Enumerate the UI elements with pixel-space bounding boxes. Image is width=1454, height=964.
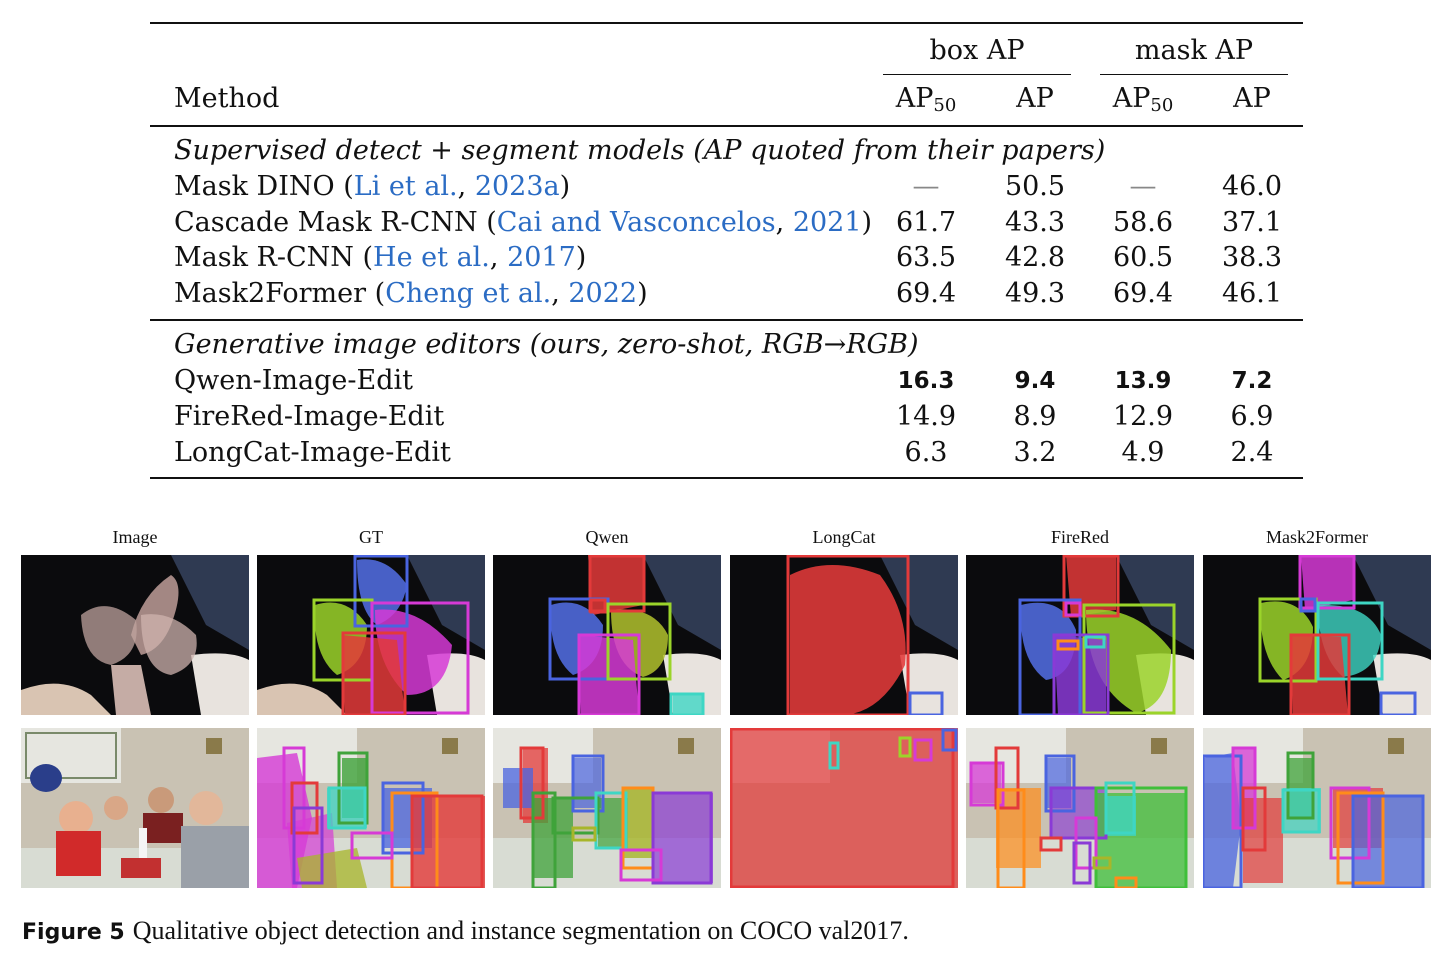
mask-ap-value: 46.1 <box>1221 278 1283 309</box>
mask-ap50-value: — <box>1129 171 1157 202</box>
box-ap50-value: — <box>912 171 940 202</box>
longcat-panel-row1 <box>730 555 958 715</box>
box-ap50-value: 6.3 <box>904 437 948 468</box>
figure-number: Figure 5 <box>22 920 125 945</box>
box-ap50-value: 16.3 <box>897 368 955 394</box>
mask-ap-group-header: mask AP <box>1134 35 1254 66</box>
mask-ap-header: AP <box>1233 83 1271 114</box>
box-ap-value: 50.5 <box>1004 171 1066 202</box>
box-ap-value: 9.4 <box>1014 368 1056 394</box>
method-name: Mask R-CNN <box>174 242 354 273</box>
box-ap50-header: AP50 <box>895 83 957 116</box>
box-ap-value: 3.2 <box>1013 437 1057 468</box>
table-row-mask2former: Mask2Former (Cheng et al., 2022) 69.4 49… <box>150 276 1303 312</box>
method-name: Qwen-Image-Edit <box>174 365 413 396</box>
mask-ap-value: 2.4 <box>1230 437 1274 468</box>
mask-ap-value: 37.1 <box>1221 207 1283 238</box>
column-header-row: Method AP50 AP AP50 AP <box>150 81 1303 117</box>
box-ap-header: AP <box>1016 83 1054 114</box>
table-row-mask-rcnn: Mask R-CNN (He et al., 2017) 63.5 42.8 6… <box>150 240 1303 276</box>
citation-year-link[interactable]: 2017 <box>507 242 576 273</box>
figure-caption: Figure 5 Qualitative object detection and… <box>22 916 909 946</box>
bottom-rule <box>150 477 1303 479</box>
column-label-longcat: LongCat <box>812 527 876 547</box>
mask-ap50-value: 58.6 <box>1112 207 1174 238</box>
header-rule <box>150 125 1303 127</box>
method-name: FireRed-Image-Edit <box>174 401 445 432</box>
column-label-gt: GT <box>359 527 383 547</box>
longcat-panel-row2 <box>730 728 958 888</box>
table-row-cascade-mask-rcnn: Cascade Mask R-CNN (Cai and Vasconcelos,… <box>150 205 1303 241</box>
column-label-qwen: Qwen <box>585 527 629 547</box>
method-name: LongCat-Image-Edit <box>174 437 451 468</box>
table-row-longcat-image-edit: LongCat-Image-Edit 6.3 3.2 4.9 2.4 <box>150 435 1303 471</box>
qwen-panel-row1 <box>493 555 721 715</box>
citation-link[interactable]: Cheng et al. <box>385 278 552 309</box>
mask-ap-value: 46.0 <box>1221 171 1283 202</box>
box-ap-value: 43.3 <box>1004 207 1066 238</box>
mask-ap50-value: 12.9 <box>1112 401 1174 432</box>
gt-panel-row2 <box>257 728 485 888</box>
firered-panel-row2 <box>966 728 1194 888</box>
box-ap50-value: 69.4 <box>895 278 957 309</box>
box-ap-value: 8.9 <box>1013 401 1057 432</box>
box-ap-group-header: box AP <box>929 35 1025 66</box>
column-label-mask2former: Mask2Former <box>1266 527 1368 547</box>
box-ap50-value: 63.5 <box>895 242 957 273</box>
column-label-image: Image <box>112 527 158 547</box>
mask-ap50-value: 60.5 <box>1112 242 1174 273</box>
box-ap-value: 49.3 <box>1004 278 1066 309</box>
mask-ap50-header: AP50 <box>1112 83 1174 116</box>
citation-link[interactable]: Cai and Vasconcelos <box>496 207 776 238</box>
mask-ap50-value: 13.9 <box>1114 368 1172 394</box>
mask-ap-value: 7.2 <box>1231 368 1273 394</box>
citation-link[interactable]: Li et al. <box>353 171 458 202</box>
dinner-scene-photo <box>21 728 249 888</box>
mask2former-panel-row2 <box>1203 728 1431 888</box>
box-ap-value: 42.8 <box>1004 242 1066 273</box>
citation-year-link[interactable]: 2022 <box>568 278 638 309</box>
caption-text: Qualitative object detection and instanc… <box>132 916 909 945</box>
box-ap-group-rule <box>883 74 1071 76</box>
citation-link[interactable]: He et al. <box>373 242 490 273</box>
wine-glasses-photo <box>21 555 249 715</box>
firered-panel-row1 <box>966 555 1194 715</box>
section-rule <box>150 319 1303 321</box>
section-title-supervised: Supervised detect + segment models (AP q… <box>174 135 1106 166</box>
box-ap50-value: 61.7 <box>895 207 957 238</box>
mask-ap-value: 6.9 <box>1230 401 1274 432</box>
mask-ap50-value: 69.4 <box>1112 278 1174 309</box>
mask-ap-group-rule <box>1100 74 1288 76</box>
qwen-panel-row2 <box>493 728 721 888</box>
method-header: Method <box>174 83 280 114</box>
table-row-mask-dino: Mask DINO (Li et al., 2023a) — 50.5 — 46… <box>150 169 1303 205</box>
gt-panel-row1 <box>257 555 485 715</box>
mask-ap-value: 38.3 <box>1221 242 1283 273</box>
column-label-firered: FireRed <box>1051 527 1109 547</box>
mask2former-panel-row1 <box>1203 555 1431 715</box>
citation-year-link[interactable]: 2023a <box>474 171 560 202</box>
table-row-qwen-image-edit: Qwen-Image-Edit 16.3 9.4 13.9 7.2 <box>150 363 1303 399</box>
method-name: Mask2Former <box>174 278 367 309</box>
method-name: Mask DINO <box>174 171 335 202</box>
section-title-generative: Generative image editors (ours, zero-sho… <box>174 329 919 360</box>
table-row-firered-image-edit: FireRed-Image-Edit 14.9 8.9 12.9 6.9 <box>150 399 1303 435</box>
citation-year-link[interactable]: 2021 <box>792 207 862 238</box>
method-name: Cascade Mask R-CNN <box>174 207 478 238</box>
box-ap50-value: 14.9 <box>895 401 957 432</box>
mask-ap50-value: 4.9 <box>1121 437 1165 468</box>
top-rule <box>150 22 1303 24</box>
